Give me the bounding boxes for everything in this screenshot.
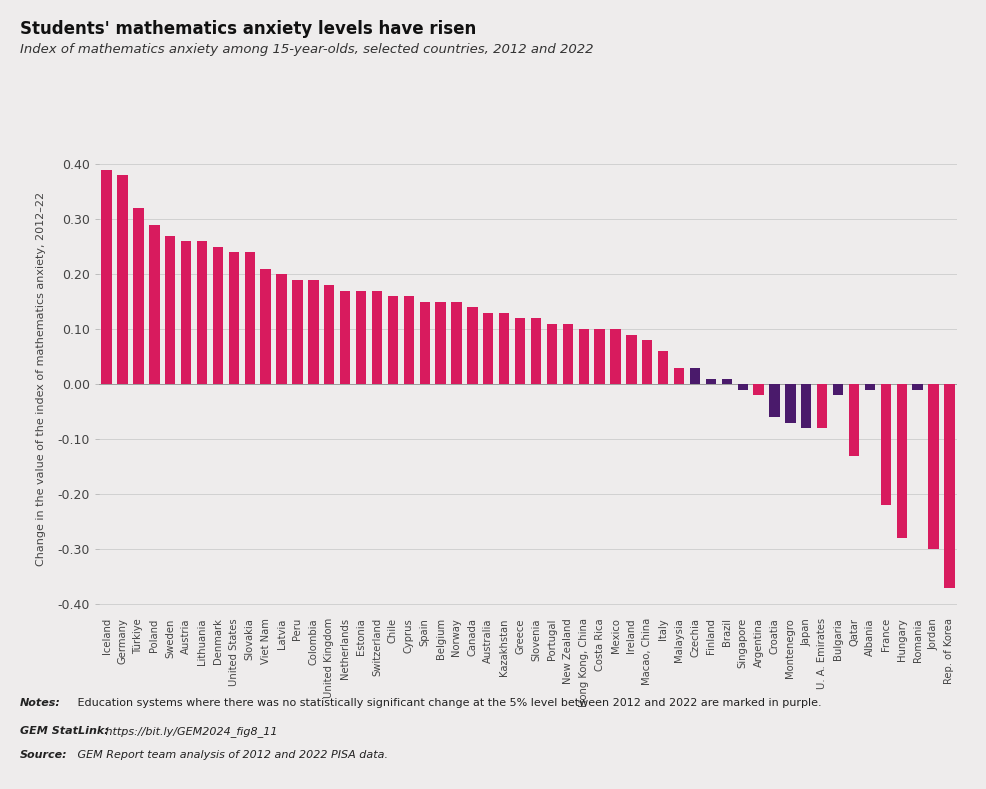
Bar (721, 379, 732, 384)
Bar (466, 307, 477, 384)
Text: Education systems where there was no statistically significant change at the 5% : Education systems where there was no sta… (74, 698, 820, 709)
Bar (911, 384, 922, 390)
Bar (832, 384, 842, 395)
Bar (642, 340, 652, 384)
Bar (785, 384, 795, 423)
Text: Students' mathematics anxiety levels have risen: Students' mathematics anxiety levels hav… (20, 20, 475, 38)
Bar (768, 384, 779, 417)
Bar (165, 236, 176, 384)
Bar (737, 384, 747, 390)
Bar (180, 241, 191, 384)
Bar (609, 329, 620, 384)
Bar (356, 290, 366, 384)
Bar (419, 301, 430, 384)
Bar (196, 241, 207, 384)
Bar (530, 318, 540, 384)
Bar (546, 323, 556, 384)
Bar (801, 384, 810, 428)
Bar (276, 274, 287, 384)
Bar (895, 384, 906, 538)
Bar (245, 252, 254, 384)
Text: Source:: Source: (20, 750, 67, 760)
Bar (578, 329, 589, 384)
Bar (102, 170, 111, 384)
Text: Notes:: Notes: (20, 698, 60, 709)
Bar (229, 252, 239, 384)
Bar (387, 296, 397, 384)
Bar (308, 279, 318, 384)
Bar (689, 368, 699, 384)
Y-axis label: Change in the value of the index of mathematics anxiety, 2012–22: Change in the value of the index of math… (36, 192, 46, 566)
Text: GEM Report team analysis of 2012 and 2022 PISA data.: GEM Report team analysis of 2012 and 202… (74, 750, 387, 760)
Bar (435, 301, 446, 384)
Bar (451, 301, 461, 384)
Text: https://bit.ly/GEM2024_fig8_11: https://bit.ly/GEM2024_fig8_11 (102, 726, 277, 737)
Bar (944, 384, 953, 588)
Bar (117, 175, 127, 384)
Bar (499, 312, 509, 384)
Bar (594, 329, 604, 384)
Bar (880, 384, 890, 505)
Bar (625, 335, 636, 384)
Bar (705, 379, 716, 384)
Bar (339, 290, 350, 384)
Text: GEM StatLink:: GEM StatLink: (20, 726, 108, 736)
Bar (149, 225, 160, 384)
Bar (260, 268, 270, 384)
Bar (816, 384, 826, 428)
Bar (372, 290, 382, 384)
Bar (323, 285, 334, 384)
Bar (752, 384, 763, 395)
Bar (562, 323, 573, 384)
Bar (673, 368, 683, 384)
Bar (403, 296, 413, 384)
Bar (133, 208, 144, 384)
Bar (515, 318, 525, 384)
Bar (928, 384, 938, 549)
Bar (213, 247, 223, 384)
Bar (848, 384, 859, 456)
Bar (482, 312, 493, 384)
Text: Index of mathematics anxiety among 15-year-olds, selected countries, 2012 and 20: Index of mathematics anxiety among 15-ye… (20, 43, 593, 56)
Bar (292, 279, 303, 384)
Bar (658, 351, 668, 384)
Bar (864, 384, 875, 390)
